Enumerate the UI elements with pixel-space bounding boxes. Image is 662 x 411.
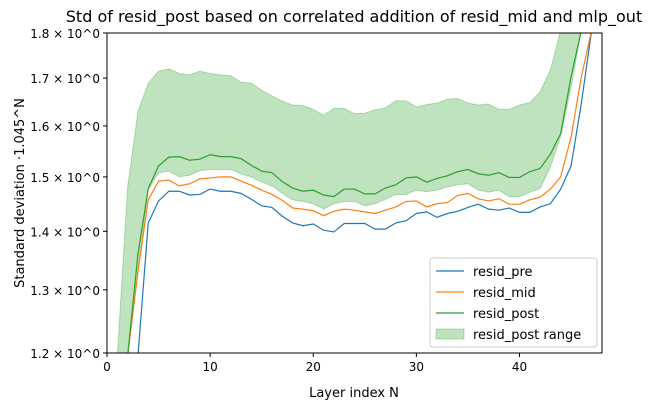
x-axis-label: Layer index N bbox=[309, 386, 399, 401]
x-tick-label: 0 bbox=[103, 360, 111, 374]
y-axis: 1.2 × 10^0 1.3 × 10^0 1.4 × 10^0 1.5 × 10^0… bbox=[30, 27, 107, 361]
chart-title: Std of resid_post based on correlated ad… bbox=[66, 7, 642, 27]
x-tick-label: 40 bbox=[512, 360, 527, 374]
legend-swatch-resid-post-range bbox=[435, 328, 465, 340]
series-line-resid-mid bbox=[127, 33, 592, 353]
legend-box bbox=[429, 257, 598, 348]
x-tick-label: 10 bbox=[202, 360, 217, 374]
y-axis-label: Standard deviation ·1.045^N bbox=[13, 98, 28, 288]
y-tick-label: 1.7 × 10^0 bbox=[30, 72, 100, 86]
legend-label: resid_mid bbox=[473, 286, 536, 301]
x-tick-label: 20 bbox=[306, 360, 321, 374]
series-line-resid-pre bbox=[137, 33, 592, 353]
y-tick-label: 1.5 × 10^0 bbox=[30, 171, 100, 185]
legend: resid_pre resid_mid resid_post resid_post r… bbox=[429, 257, 598, 348]
x-tick-label: 30 bbox=[409, 360, 424, 374]
y-tick-label: 1.3 × 10^0 bbox=[30, 284, 100, 298]
range-band-resid-post bbox=[116, 33, 582, 353]
legend-label: resid_post bbox=[473, 307, 539, 322]
y-tick-label: 1.6 × 10^0 bbox=[30, 120, 100, 134]
y-tick-label: 1.8 × 10^0 bbox=[30, 27, 100, 41]
legend-label: resid_pre bbox=[473, 265, 533, 280]
y-tick-label: 1.4 × 10^0 bbox=[30, 225, 100, 239]
legend-label: resid_post range bbox=[473, 328, 581, 343]
plot-frame bbox=[106, 32, 603, 354]
y-tick-label: 1.2 × 10^0 bbox=[30, 347, 100, 361]
series-line-resid-post bbox=[127, 33, 582, 353]
plot-area bbox=[116, 33, 592, 353]
x-axis: 0 10 20 30 40 bbox=[103, 353, 527, 374]
